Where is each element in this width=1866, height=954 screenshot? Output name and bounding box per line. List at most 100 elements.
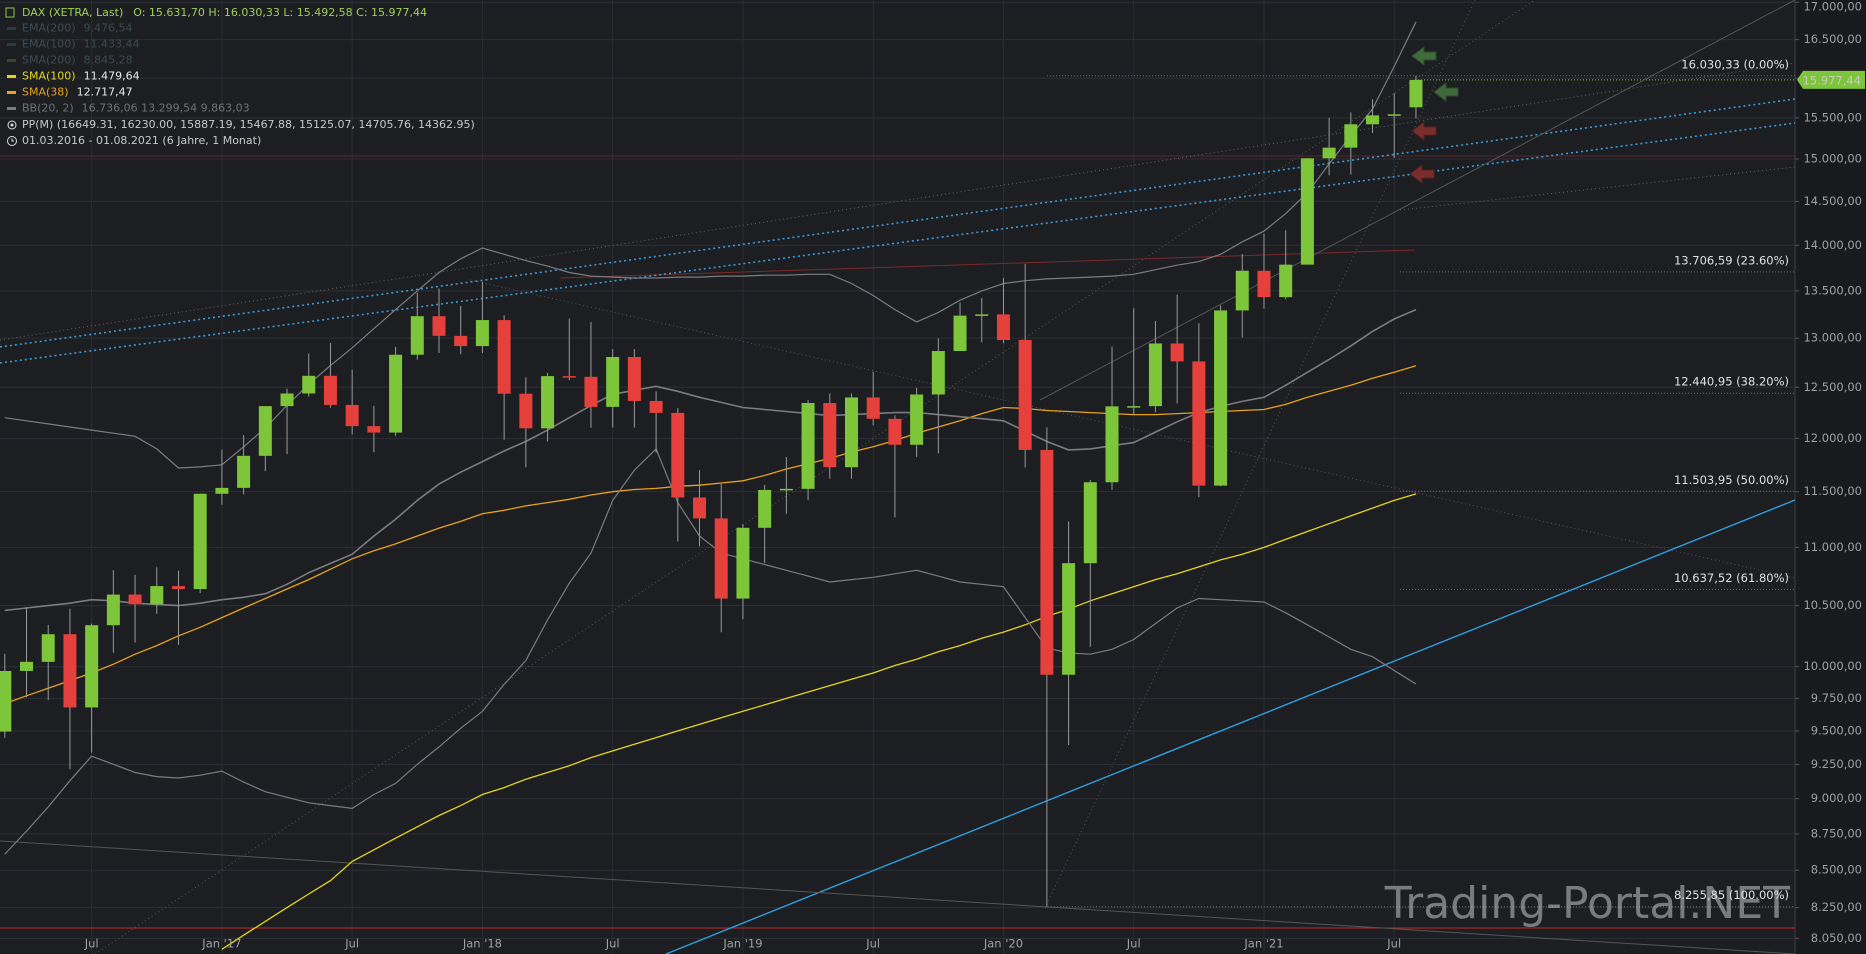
candle-body: [649, 400, 663, 413]
arrow: [1411, 121, 1437, 141]
candle-body: [1148, 343, 1162, 407]
candle-body: [410, 316, 424, 355]
trend-line: [1039, 0, 1796, 401]
y-tick-label: 10.000,00: [1803, 659, 1862, 673]
y-tick-label: 13.500,00: [1803, 283, 1862, 297]
candle-body: [20, 661, 34, 671]
y-tick-label: 15.500,00: [1803, 110, 1862, 124]
candle-body: [323, 375, 337, 405]
legend-entry: SMA(200) 8.845,28: [22, 54, 133, 67]
candle-body: [1040, 449, 1054, 675]
candle-body: [1300, 158, 1314, 265]
fib-label: 12.440,95 (38.20%): [1674, 375, 1789, 389]
candles: [0, 75, 1423, 907]
y-tick-label: 17.000,00: [1803, 0, 1862, 14]
band-line: [4, 21, 1417, 469]
candle-body: [996, 314, 1010, 340]
candle-body: [758, 489, 772, 528]
arrow: [1409, 164, 1435, 184]
fib-label: 16.030,33 (0.00%): [1681, 57, 1789, 71]
y-tick-label: 12.000,00: [1803, 431, 1862, 445]
legend-value: 16.736,06 13.299,54 9.863,03: [82, 102, 250, 115]
candle-body: [345, 404, 359, 427]
candle-body: [237, 455, 251, 488]
trend-line: [0, 98, 1796, 348]
candle-body: [779, 488, 793, 491]
legend-name: EMA(200): [22, 22, 76, 35]
legend: DAX (XETRA, Last) O: 15.631,70 H: 16.030,…: [5, 6, 475, 147]
x-tick-label: Jul: [1386, 937, 1401, 951]
candle-body: [41, 634, 55, 662]
y-tick-label: 12.500,00: [1803, 380, 1862, 394]
last-price-label: 15.977,44: [1802, 73, 1861, 87]
candle-body: [866, 397, 880, 419]
candle-body: [1366, 115, 1380, 125]
candle-body: [432, 316, 446, 336]
candle-body: [671, 412, 685, 498]
y-tick-label: 8.750,00: [1811, 826, 1862, 840]
x-tick-label: Jan '21: [1243, 937, 1283, 951]
candle-body: [302, 375, 316, 394]
arrow: [1411, 46, 1437, 66]
trend-line: [0, 840, 1796, 954]
candle-body: [975, 314, 989, 316]
pivot-icon: [10, 123, 14, 127]
trend-line: [0, 62, 1796, 341]
candle-body: [519, 393, 533, 429]
arrow: [1433, 82, 1459, 102]
clock-icon: [11, 138, 14, 142]
indicator-line: [4, 365, 1417, 705]
candle-body: [128, 594, 142, 605]
y-tick-label: 14.000,00: [1803, 238, 1862, 252]
y-tick-label: 9.250,00: [1811, 757, 1862, 771]
candle-body: [1170, 343, 1184, 362]
candle-body: [1062, 563, 1076, 675]
candle-body: [171, 586, 185, 590]
ohlc: O: 15.631,70 H: 16.030,33 L: 15.492,58 C…: [133, 6, 427, 19]
candle-body: [1387, 114, 1401, 116]
symbol: DAX (XETRA, Last): [22, 6, 123, 19]
candle-body: [367, 426, 381, 433]
pivot-icon: [7, 120, 17, 130]
candle-body: [693, 497, 707, 519]
x-tick-label: Jan '20: [983, 937, 1023, 951]
pivot-text: PP(M) (16649.31, 16230.00, 15887.19, 154…: [22, 118, 475, 131]
candle-body: [1409, 79, 1423, 108]
legend-name: SMA(38): [22, 86, 69, 99]
candle-body: [497, 320, 511, 394]
legend-entry: SMA(100) 11.479,64: [22, 70, 140, 83]
trend-line: [559, 249, 1416, 279]
legend-entry: EMA(200) 9.476,54: [22, 22, 133, 35]
candle-body: [389, 354, 403, 433]
y-tick-label: 15.000,00: [1803, 151, 1862, 165]
y-tick-label: 8.050,00: [1811, 931, 1862, 945]
trend-line: [665, 499, 1796, 954]
labels: Trading-Portal.NET 8.050,00 8.250,00 8.500…: [84, 0, 1865, 951]
legend-value: 9.476,54: [84, 22, 133, 35]
candle-body: [475, 320, 489, 347]
y-tick-label: 16.500,00: [1803, 32, 1862, 46]
candle-body: [454, 335, 468, 347]
y-tick-label: 9.000,00: [1811, 791, 1862, 805]
legend-entry: EMA(100) 11.433,44: [22, 38, 140, 51]
legend-entry: BB(20, 2) 16.736,06 13.299,54 9.863,03: [22, 102, 250, 115]
y-tick-label: 13.000,00: [1803, 331, 1862, 345]
candle-body: [1105, 406, 1119, 483]
candle-body: [1018, 339, 1032, 450]
y-tick-label: 14.500,00: [1803, 194, 1862, 208]
axis-background: [1795, 0, 1866, 954]
candle-body: [606, 356, 620, 407]
candle-body: [0, 670, 12, 732]
candle-body: [910, 394, 924, 445]
candle-body: [150, 586, 164, 605]
x-tick-label: Jul: [865, 937, 880, 951]
legend-value: 8.845,28: [84, 54, 133, 67]
candle-body: [1127, 406, 1141, 408]
x-tick-label: Jan '17: [201, 937, 241, 951]
candle-body: [1083, 482, 1097, 564]
legend-value: 11.479,64: [84, 70, 140, 83]
candle-body: [931, 351, 945, 395]
candle-body: [63, 634, 77, 708]
y-tick-label: 8.500,00: [1811, 863, 1862, 877]
